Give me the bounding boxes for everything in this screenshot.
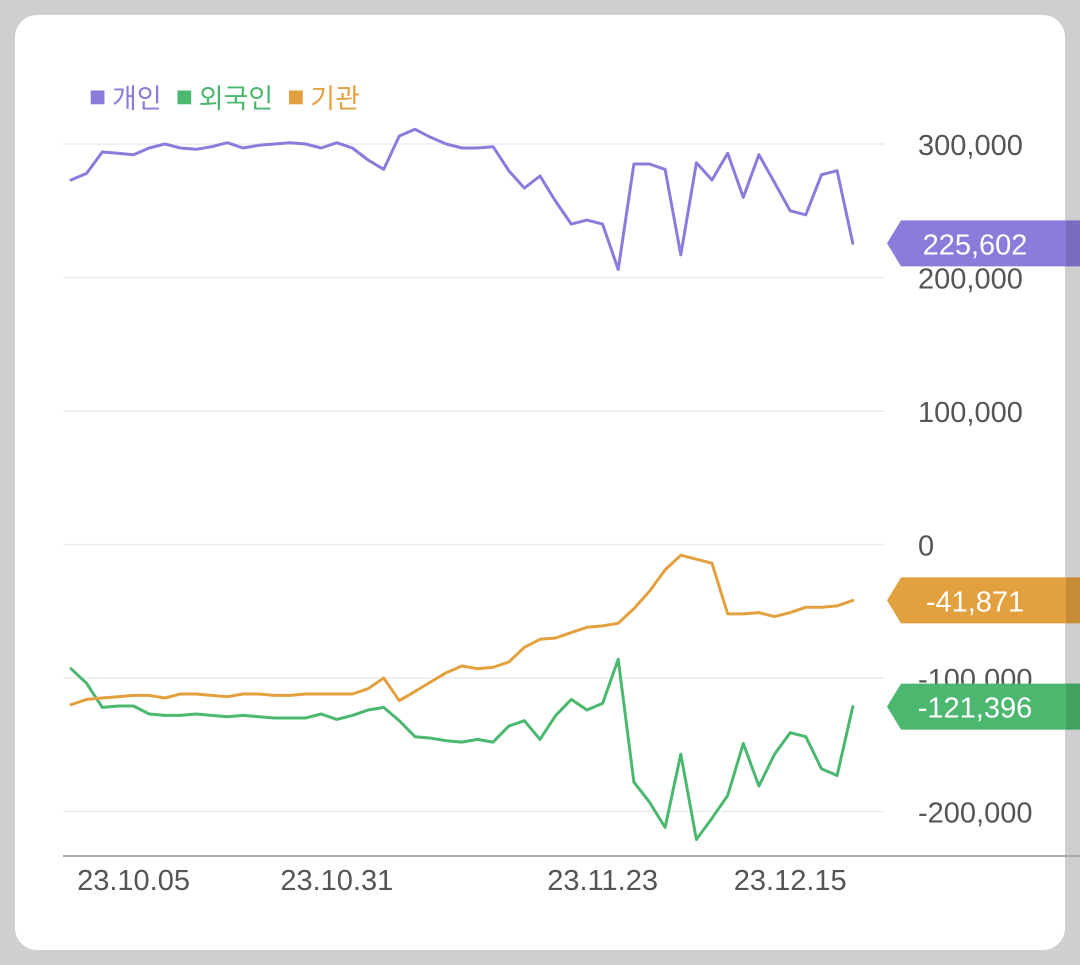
series-line-0 bbox=[69, 127, 855, 271]
y-tick-label: 300,000 bbox=[918, 130, 1023, 162]
last-value-tag-1 bbox=[887, 683, 1080, 730]
x-tick-label: 23.11.23 bbox=[547, 865, 658, 897]
last-value-label-1: -121,396 bbox=[918, 693, 1033, 725]
last-value-tag-shade-2 bbox=[1066, 577, 1080, 624]
legend-item-individual[interactable]: ■ 개인 bbox=[89, 77, 162, 116]
legend-label-individual: 개인 bbox=[112, 84, 162, 115]
last-value-label-2: -41,871 bbox=[926, 586, 1024, 618]
y-tick-label: -200,000 bbox=[918, 798, 1033, 830]
series-line-2 bbox=[69, 553, 855, 707]
chart-legend: ■ 개인 ■ 외국인 ■ 기관 bbox=[89, 77, 360, 116]
legend-label-foreign: 외국인 bbox=[198, 84, 274, 115]
last-value-tag-shade-0 bbox=[1066, 220, 1080, 267]
legend-label-institution: 기관 bbox=[310, 84, 360, 115]
legend-swatch-institution: ■ bbox=[287, 86, 305, 107]
y-tick-label: 200,000 bbox=[918, 264, 1023, 296]
chart-card: ■ 개인 ■ 외국인 ■ 기관 bbox=[15, 15, 1065, 950]
x-tick-label: 23.12.15 bbox=[734, 865, 847, 897]
x-tick-label: 23.10.31 bbox=[280, 865, 393, 897]
last-value-tag-shade-1 bbox=[1066, 683, 1080, 730]
series-line-1 bbox=[69, 657, 855, 841]
legend-swatch-individual: ■ bbox=[89, 86, 107, 107]
legend-swatch-foreign: ■ bbox=[175, 86, 193, 107]
x-tick-label: 23.10.05 bbox=[77, 865, 190, 897]
last-value-label-0: 225,602 bbox=[923, 229, 1028, 261]
legend-item-foreign[interactable]: ■ 외국인 bbox=[176, 77, 274, 116]
last-value-tag-2 bbox=[887, 577, 1080, 624]
y-tick-label: 100,000 bbox=[918, 397, 1023, 429]
legend-item-institution[interactable]: ■ 기관 bbox=[287, 77, 360, 116]
y-tick-label: 0 bbox=[918, 531, 934, 563]
last-value-tag-0 bbox=[887, 220, 1080, 267]
